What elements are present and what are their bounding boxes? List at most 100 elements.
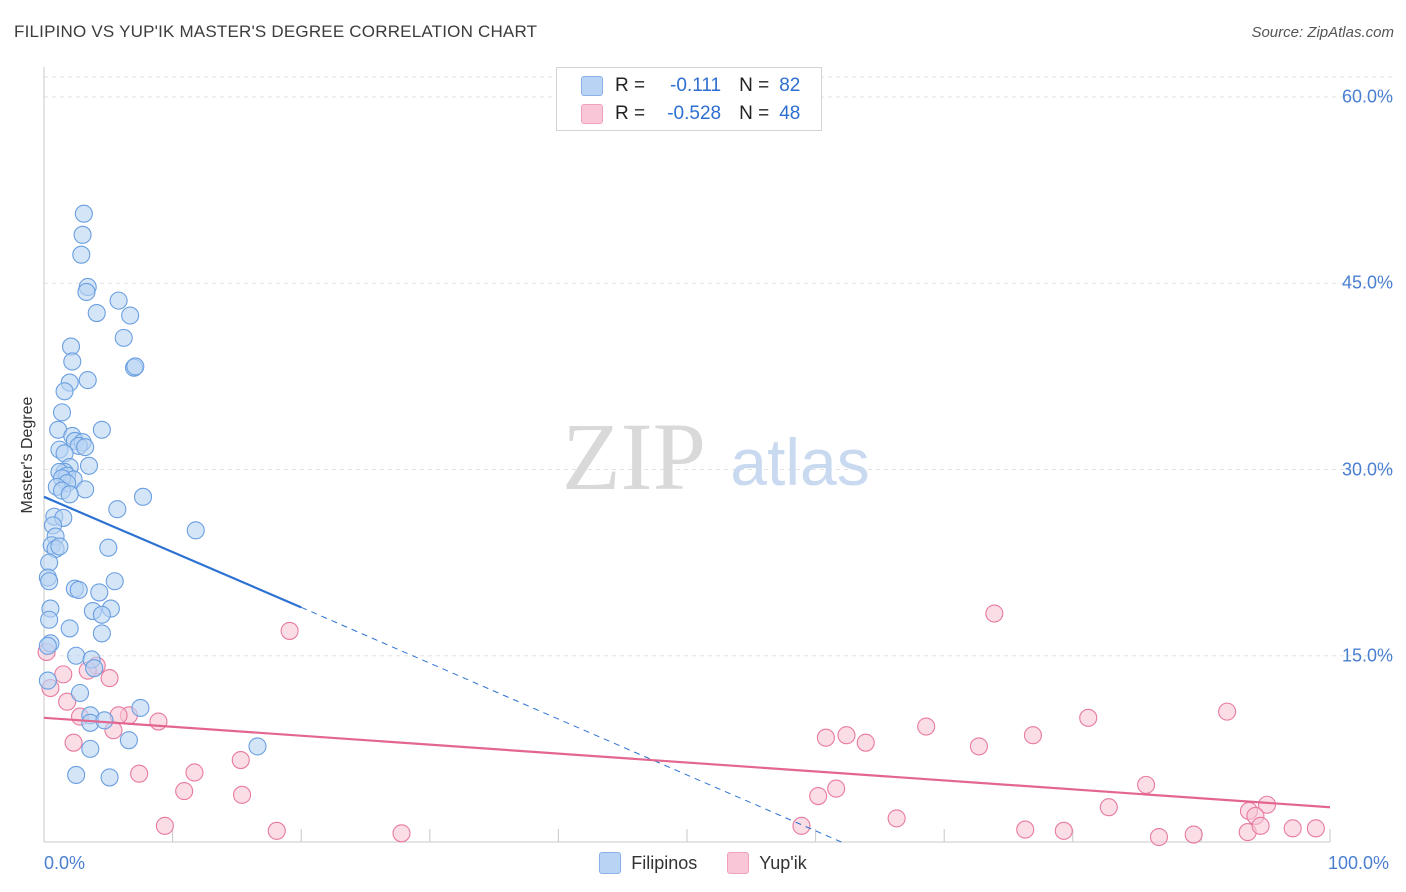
data-point	[75, 205, 92, 222]
legend-row-yupik: R = -0.528 N = 48	[581, 103, 800, 125]
data-point	[1024, 727, 1041, 744]
data-point	[793, 817, 810, 834]
data-point	[101, 670, 118, 687]
yupik-swatch	[727, 852, 749, 874]
data-point	[55, 666, 72, 683]
y-tick-label: 45.0%	[1342, 273, 1393, 294]
watermark-atlas: atlas	[730, 425, 869, 499]
data-point	[281, 622, 298, 639]
data-point	[1100, 799, 1117, 816]
filipinos-points	[39, 205, 266, 786]
data-point	[93, 625, 110, 642]
data-point	[187, 522, 204, 539]
data-point	[74, 226, 91, 243]
data-point	[176, 783, 193, 800]
legend-r-value: -0.111	[667, 75, 721, 97]
data-point	[857, 734, 874, 751]
data-point	[268, 822, 285, 839]
data-point	[120, 732, 137, 749]
data-point	[838, 727, 855, 744]
data-point	[817, 729, 834, 746]
data-point	[39, 672, 56, 689]
data-point	[91, 584, 108, 601]
data-point	[1252, 817, 1269, 834]
series-legend-yupik: Yup'ik	[727, 852, 806, 874]
data-point	[1307, 820, 1324, 837]
data-point	[986, 605, 1003, 622]
correlation-legend: R = -0.111 N = 82 R = -0.528 N = 48	[556, 67, 822, 131]
data-point	[1017, 821, 1034, 838]
data-point	[101, 769, 118, 786]
data-point	[100, 539, 117, 556]
data-point	[68, 766, 85, 783]
data-point	[131, 765, 148, 782]
data-point	[1055, 822, 1072, 839]
data-point	[109, 501, 126, 518]
legend-r-value: -0.528	[653, 103, 721, 125]
data-point	[135, 488, 152, 505]
data-point	[234, 786, 251, 803]
data-point	[106, 573, 123, 590]
data-point	[1150, 829, 1167, 846]
data-point	[78, 283, 95, 300]
scatter-chart: ZIP atlas	[0, 0, 1406, 892]
data-point	[72, 685, 89, 702]
data-point	[810, 788, 827, 805]
data-point	[64, 353, 81, 370]
data-point	[1080, 709, 1097, 726]
legend-swatch-yupik	[581, 104, 603, 124]
data-point	[77, 481, 94, 498]
data-point	[122, 307, 139, 324]
data-point	[249, 738, 266, 755]
data-point	[93, 606, 110, 623]
watermark: ZIP atlas	[562, 403, 870, 510]
series-legend-label: Yup'ik	[759, 853, 806, 874]
legend-row-filipinos: R = -0.111 N = 82	[581, 75, 800, 97]
data-point	[918, 718, 935, 735]
legend-n-value: 48	[779, 103, 800, 125]
yupik-points	[38, 605, 1324, 846]
data-point	[68, 647, 85, 664]
y-tick-label: 15.0%	[1342, 645, 1393, 666]
data-point	[888, 810, 905, 827]
gridlines	[44, 77, 1394, 656]
data-point	[86, 660, 103, 677]
data-point	[41, 573, 58, 590]
data-point	[1138, 776, 1155, 793]
filipinos-trend-extension	[301, 607, 841, 842]
legend-r-label: R =	[615, 75, 645, 97]
data-point	[186, 764, 203, 781]
y-tick-label: 60.0%	[1342, 87, 1393, 108]
data-point	[82, 740, 99, 757]
series-legend: Filipinos Yup'ik	[0, 852, 1406, 874]
data-point	[77, 439, 94, 456]
series-legend-filipinos: Filipinos	[599, 852, 697, 874]
data-point	[150, 713, 167, 730]
data-point	[61, 620, 78, 637]
data-point	[96, 712, 113, 729]
data-point	[41, 611, 58, 628]
data-point	[56, 383, 73, 400]
data-point	[73, 246, 90, 263]
data-point	[39, 637, 56, 654]
data-point	[132, 699, 149, 716]
data-point	[93, 421, 110, 438]
data-point	[54, 404, 71, 421]
data-point	[156, 817, 173, 834]
legend-swatch-filipinos	[581, 76, 603, 96]
data-point	[232, 752, 249, 769]
legend-n-label: N =	[739, 75, 769, 97]
legend-r-label: R =	[615, 103, 645, 125]
data-point	[115, 329, 132, 346]
data-point	[61, 486, 78, 503]
data-point	[88, 305, 105, 322]
data-point	[1219, 703, 1236, 720]
legend-n-label: N =	[739, 103, 769, 125]
data-point	[110, 292, 127, 309]
data-point	[51, 538, 68, 555]
data-point	[1185, 826, 1202, 843]
data-point	[127, 358, 144, 375]
data-point	[79, 372, 96, 389]
data-point	[970, 738, 987, 755]
watermark-zip: ZIP	[562, 403, 706, 510]
